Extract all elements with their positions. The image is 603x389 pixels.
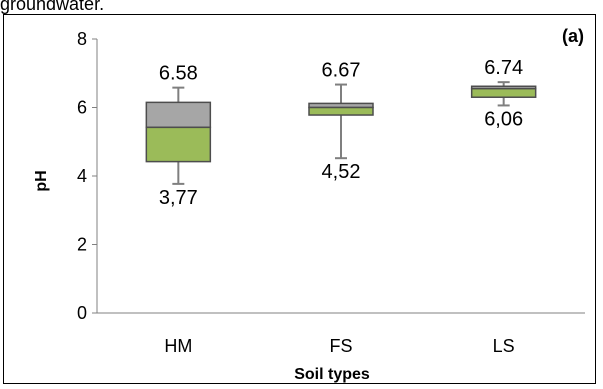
max-label: 6.67 (322, 60, 361, 82)
max-label: 6.58 (159, 63, 198, 85)
y-tick-label: 8 (77, 29, 87, 49)
lower-box-segment (470, 87, 537, 98)
box-ls: 6.74 6,06 (470, 57, 537, 130)
lower-box-segment (145, 126, 212, 163)
caption-text: groundwater. (0, 0, 105, 14)
box-fs: 6.67 4,52 (308, 60, 374, 183)
box-hm: 6.58 3,77 (145, 63, 212, 209)
box-series: 6.58 3,77 6.67 4,52 6.74 6,06 (145, 57, 537, 209)
lower-box-segment (308, 106, 374, 116)
chart-frame (3, 14, 596, 384)
x-tick-label: LS (493, 336, 515, 356)
upper-box-segment (145, 101, 212, 129)
max-label: 6.74 (484, 57, 523, 79)
x-tick-label: FS (329, 336, 352, 356)
y-axis-title: pH (33, 170, 50, 191)
x-axis-title: Soil types (294, 366, 370, 383)
y-tick-label: 6 (77, 98, 87, 118)
y-tick-label: 2 (77, 235, 87, 255)
x-tick-label: HM (164, 336, 192, 356)
y-tick-label: 0 (77, 303, 87, 323)
min-label: 4,52 (322, 161, 361, 183)
x-axis: HM FS LS (97, 312, 585, 356)
min-label: 6,06 (484, 108, 523, 130)
panel-label: (a) (562, 26, 584, 46)
y-axis: 0 2 4 6 8 (77, 29, 98, 323)
min-label: 3,77 (159, 187, 198, 209)
y-tick-label: 4 (77, 166, 87, 186)
